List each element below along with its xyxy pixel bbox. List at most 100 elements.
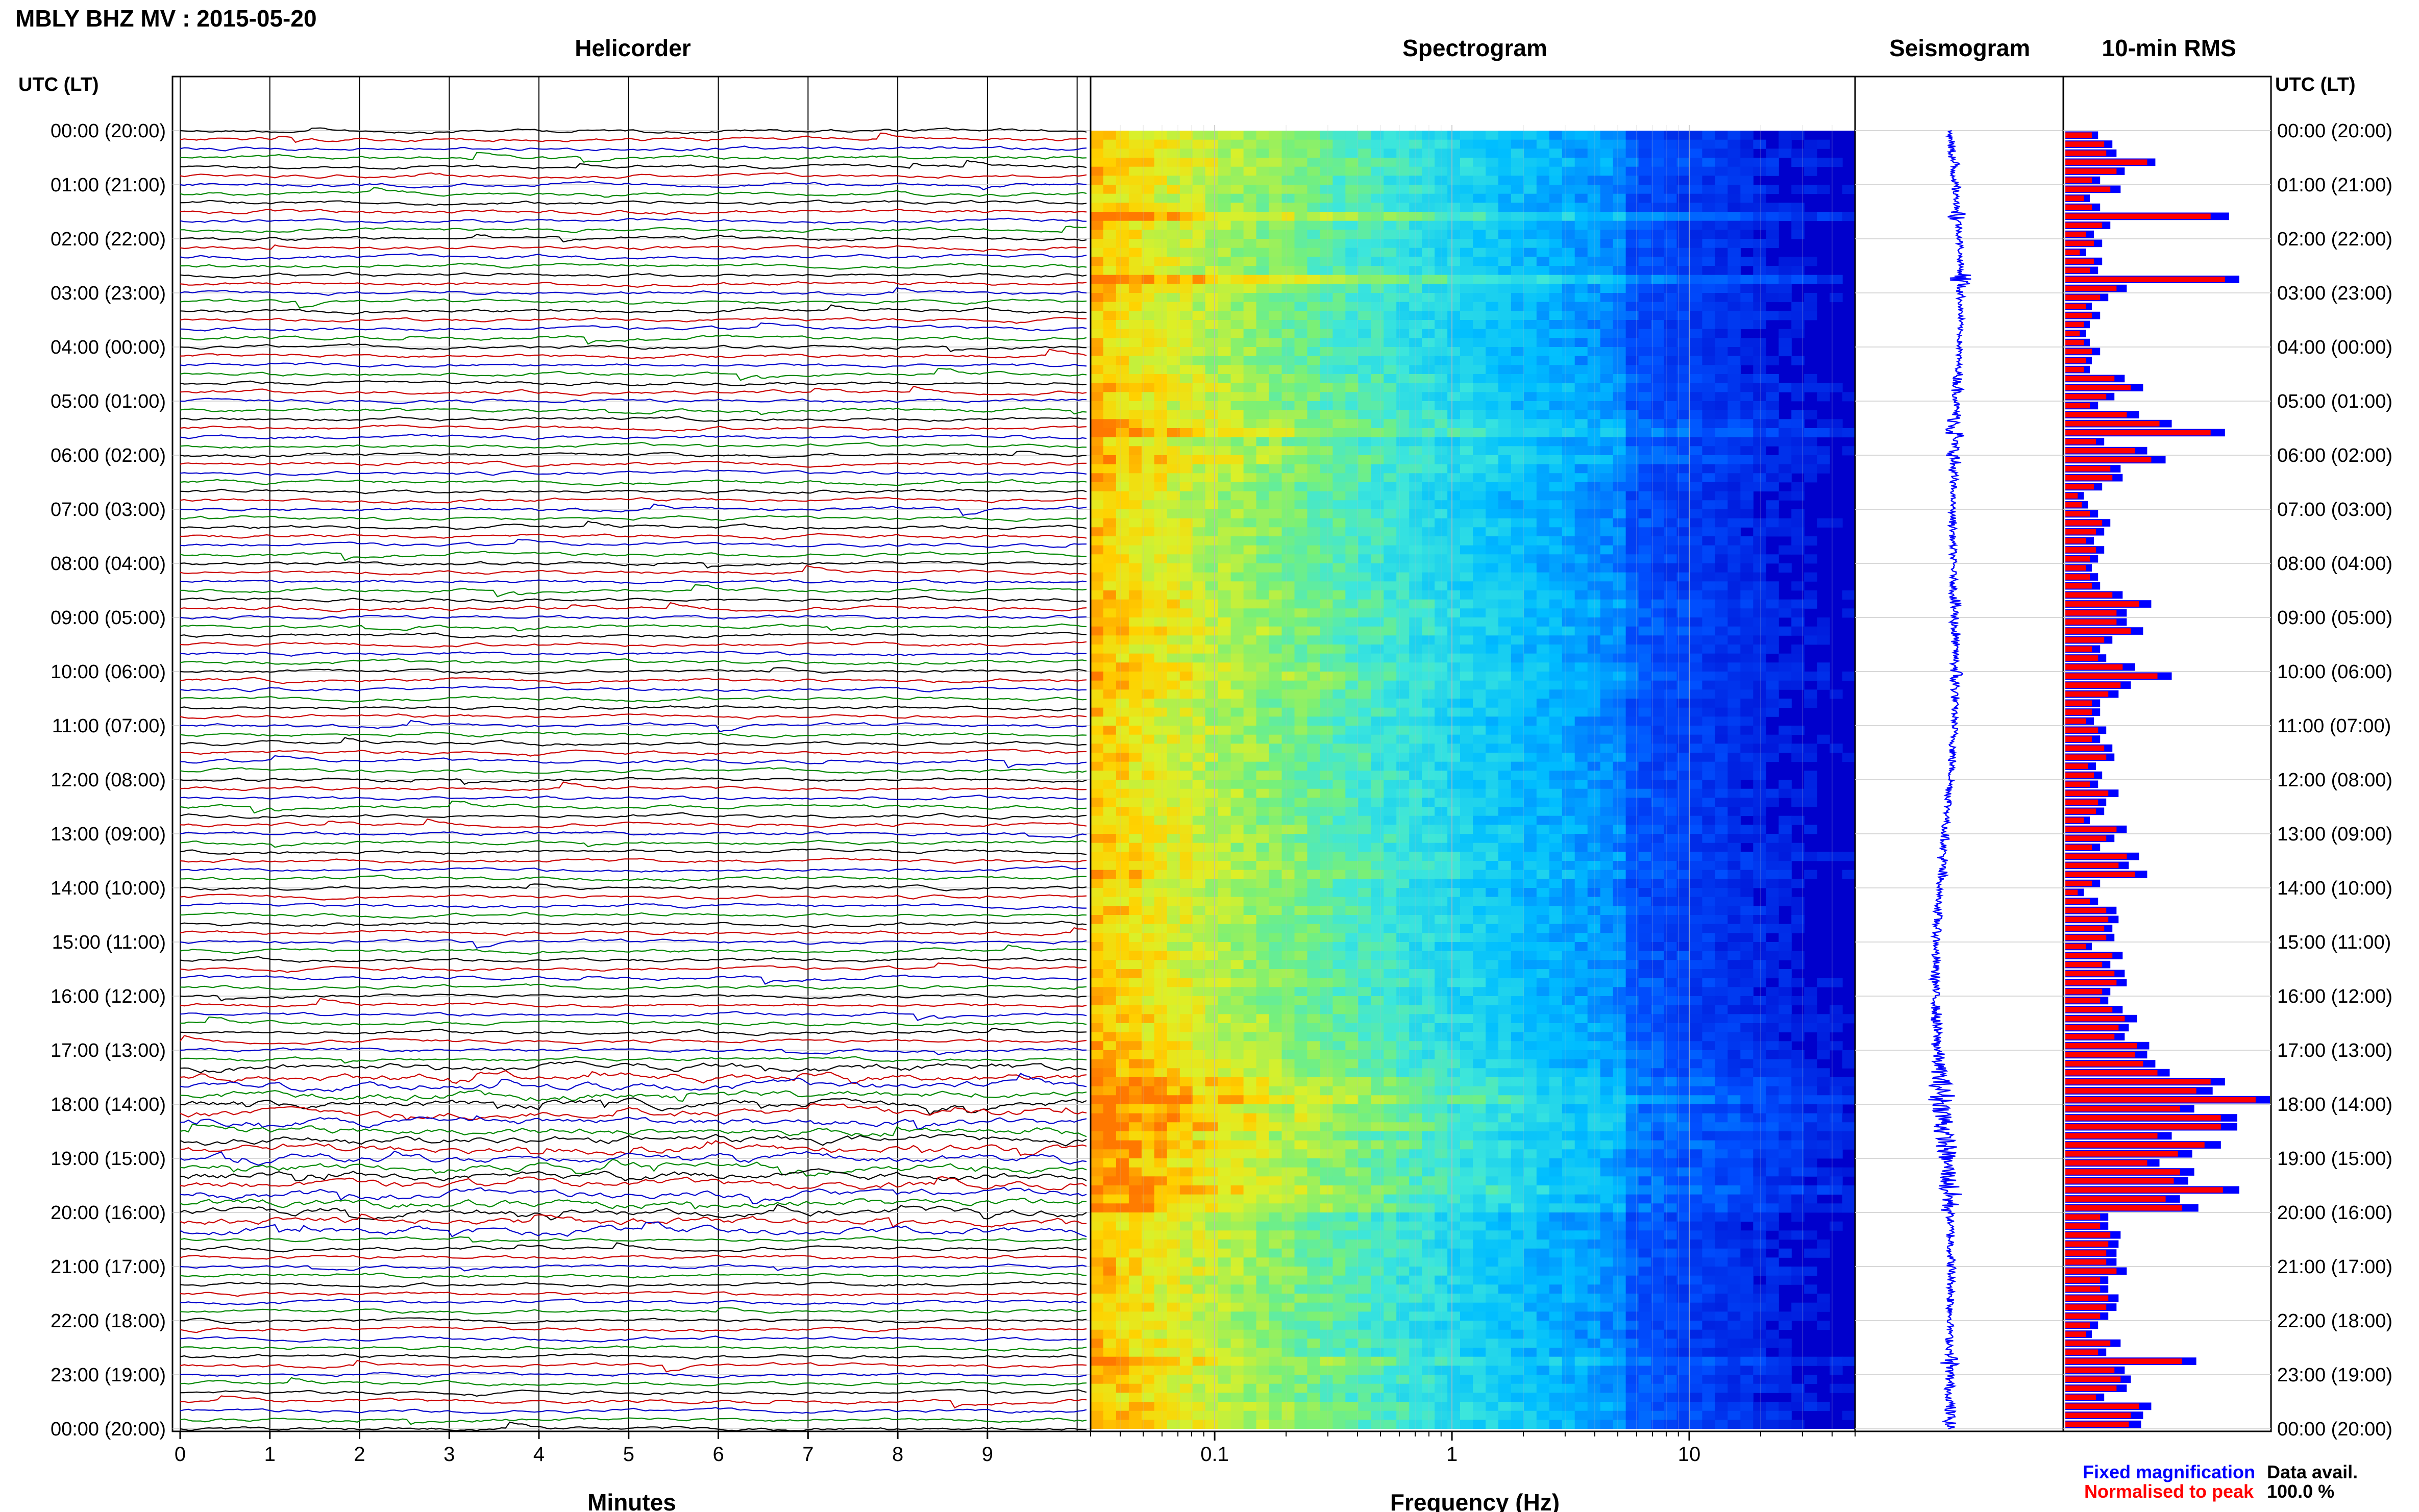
spectrogram-cell: [1651, 608, 1665, 618]
spectrogram-cell: [1613, 734, 1626, 744]
spectrogram-cell: [1307, 509, 1320, 519]
spectrogram-cell: [1625, 275, 1639, 284]
spectrogram-cell: [1587, 428, 1601, 438]
spectrogram-cell: [1447, 680, 1461, 690]
spectrogram-cell: [1536, 446, 1550, 456]
spectrogram-cell: [1307, 239, 1320, 249]
spectrogram-cell: [1664, 599, 1677, 609]
spectrogram-cell: [1256, 193, 1270, 203]
spectrogram-cell: [1486, 509, 1499, 519]
spectrogram-cell: [1307, 689, 1320, 699]
spectrogram-cell: [1218, 131, 1231, 140]
spectrogram-cell: [1384, 500, 1397, 510]
spectrogram-cell: [1218, 410, 1231, 419]
spectrogram-cell: [1371, 239, 1384, 249]
spectrogram-cell: [1727, 464, 1741, 474]
spectrogram-cell: [1141, 356, 1155, 365]
spectrogram-cell: [1179, 771, 1193, 780]
spectrogram-cell: [1384, 230, 1397, 239]
spectrogram-cell: [1091, 338, 1104, 348]
spectrogram-cell: [1523, 230, 1537, 239]
spectrogram-cell: [1192, 861, 1206, 871]
spectrogram-cell: [1702, 572, 1715, 582]
spectrogram-cell: [1562, 834, 1575, 844]
spectrogram-cell: [1294, 203, 1308, 212]
spectrogram-cell: [1281, 311, 1295, 320]
spectrogram-cell: [1141, 509, 1155, 519]
spectrogram-cell: [1791, 852, 1805, 861]
spectrogram-cell: [1320, 230, 1333, 239]
spectrogram-cell: [1307, 320, 1320, 330]
spectrogram-cell: [1766, 689, 1779, 699]
spectrogram-cell: [1562, 897, 1575, 906]
spectrogram-cell: [1243, 401, 1257, 411]
spectrogram-cell: [1294, 275, 1308, 284]
spectrogram-cell: [1574, 861, 1588, 871]
spectrogram-cell: [1243, 464, 1257, 474]
spectrogram-cell: [1307, 788, 1320, 798]
spectrogram-cell: [1511, 780, 1524, 789]
spectrogram-cell: [1332, 166, 1346, 176]
spectrogram-cell: [1600, 753, 1614, 762]
spectrogram-cell: [1332, 131, 1346, 140]
spectrogram-cell: [1625, 888, 1639, 898]
spectrogram-cell: [1702, 518, 1715, 528]
spectrogram-cell: [1473, 419, 1486, 429]
spectrogram-cell: [1715, 446, 1728, 456]
spectrogram-cell: [1435, 266, 1448, 276]
spectrogram-cell: [1651, 401, 1665, 411]
spectrogram-cell: [1460, 572, 1473, 582]
spectrogram-cell: [1753, 166, 1766, 176]
spectrogram-cell: [1523, 419, 1537, 429]
spectrogram-cell: [1715, 734, 1728, 744]
spectrogram-cell: [1715, 897, 1728, 906]
spectrogram-cell: [1791, 131, 1805, 140]
spectrogram-cell: [1549, 680, 1563, 690]
spectrogram-cell: [1422, 888, 1435, 898]
spectrogram-cell: [1091, 834, 1104, 844]
spectrogram-cell: [1435, 662, 1448, 672]
spectrogram-cell: [1549, 410, 1563, 419]
spectrogram-cell: [1460, 536, 1473, 546]
spectrogram-cell: [1600, 491, 1614, 501]
spectrogram-cell: [1536, 166, 1550, 176]
spectrogram-cell: [1600, 825, 1614, 834]
spectrogram-cell: [1804, 590, 1817, 600]
spectrogram-cell: [1486, 392, 1499, 402]
spectrogram-cell: [1625, 266, 1639, 276]
spectrogram-cell: [1587, 861, 1601, 871]
helicorder-trace: [180, 737, 1087, 747]
spectrogram-cell: [1294, 608, 1308, 618]
spectrogram-cell: [1664, 572, 1677, 582]
spectrogram-cell: [1689, 572, 1702, 582]
spectrogram-cell: [1651, 536, 1665, 546]
spectrogram-cell: [1179, 383, 1193, 392]
spectrogram-cell: [1664, 473, 1677, 483]
spectrogram-cell: [1676, 473, 1690, 483]
spectrogram-cell: [1536, 455, 1550, 465]
spectrogram-cell: [1179, 500, 1193, 510]
spectrogram-cell: [1498, 617, 1512, 627]
spectrogram-cell: [1536, 311, 1550, 320]
spectrogram-cell: [1307, 383, 1320, 392]
spectrogram-cell: [1753, 139, 1766, 149]
spectrogram-cell: [1779, 527, 1792, 537]
spectrogram-cell: [1689, 455, 1702, 465]
spectrogram-cell: [1753, 536, 1766, 546]
spectrogram-cell: [1307, 266, 1320, 276]
spectrogram-cell: [1766, 148, 1779, 158]
spectrogram-cell: [1243, 554, 1257, 564]
spectrogram-cell: [1498, 815, 1512, 825]
spectrogram-cell: [1103, 185, 1117, 194]
spectrogram-cell: [1294, 239, 1308, 249]
spectrogram-cell: [1779, 383, 1792, 392]
spectrogram-cell: [1218, 888, 1231, 898]
spectrogram-cell: [1320, 897, 1333, 906]
spectrogram-cell: [1625, 599, 1639, 609]
spectrogram-cell: [1574, 284, 1588, 293]
spectrogram-cell: [1154, 753, 1168, 762]
spectrogram-cell: [1422, 365, 1435, 375]
spectrogram-cell: [1179, 545, 1193, 555]
spectrogram-cell: [1702, 139, 1715, 149]
spectrogram-cell: [1422, 581, 1435, 591]
